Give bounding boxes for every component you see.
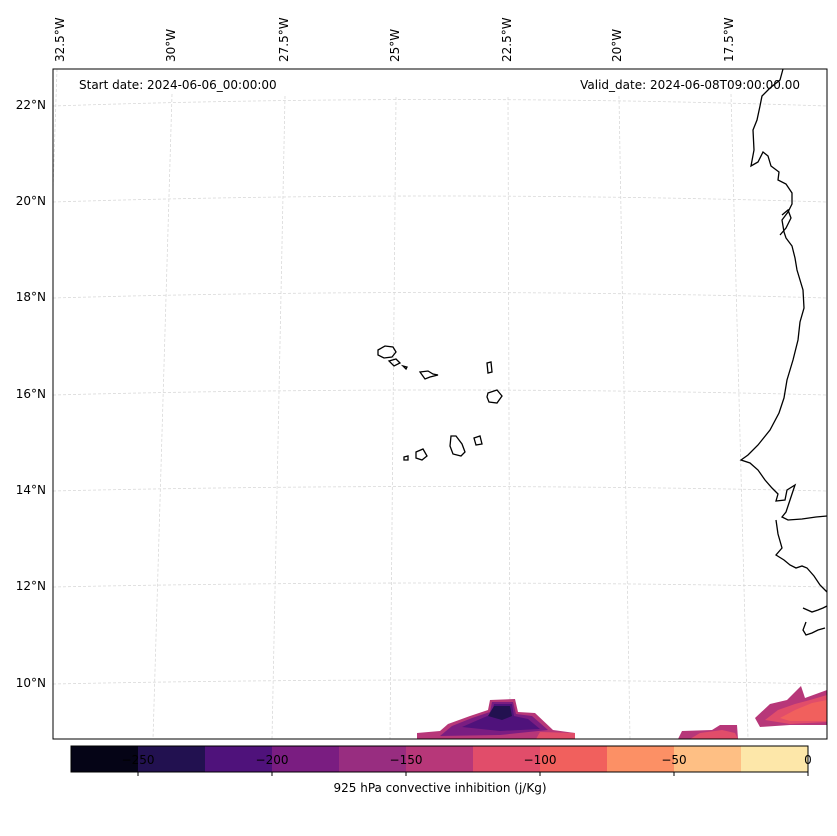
lat-label-14n: 14°N — [15, 483, 46, 497]
colorbar-bin-10 — [741, 746, 808, 772]
colorbar-bin-5 — [406, 746, 473, 772]
coastline-west-africa — [739, 68, 828, 521]
colorbar-bin-7 — [540, 746, 607, 772]
gridline-lat-20n — [52, 195, 828, 203]
gridline-lon-20w — [618, 95, 631, 740]
lat-label-18n: 18°N — [15, 290, 46, 304]
gridline-lat-16n — [52, 389, 828, 396]
gridline-lon-30w — [152, 93, 173, 740]
colorbar-tick-minus150: −150 — [389, 753, 423, 767]
island-santa-luzia — [400, 364, 408, 371]
coastlines — [377, 68, 828, 636]
colorbar-bin-1 — [138, 746, 205, 772]
colorbar-tick-minus100: −100 — [523, 753, 557, 767]
lat-label-20n: 20°N — [15, 194, 46, 208]
island-maio — [473, 435, 483, 446]
island-santiago — [449, 435, 466, 457]
colorbar-label: 925 hPa convective inhibition (j/Kg) — [333, 781, 547, 795]
gridline-lon-27-5w — [271, 95, 286, 740]
lon-label-32-5w: 32.5°W — [53, 17, 67, 62]
gridline-lon-25w — [389, 96, 397, 740]
colorbar-tick-minus250: −250 — [121, 753, 155, 767]
colorbar-tick-minus50: −50 — [661, 753, 687, 767]
lat-label-16n: 16°N — [15, 387, 46, 401]
cin-patch-center-edge — [536, 732, 575, 739]
cin-patch-corner-inner — [780, 700, 827, 721]
colorbar-bin-3 — [272, 746, 339, 772]
gridline-lat-10n — [52, 679, 828, 685]
colorbar-tick-minus200: −200 — [255, 753, 289, 767]
lon-label-27-5w: 27.5°W — [277, 17, 291, 62]
coastline-sierra — [802, 605, 828, 613]
colorbar-border — [70, 745, 809, 773]
coastline-liberia — [802, 621, 826, 636]
lon-label-30w: 30°W — [164, 28, 178, 62]
lat-label-12n: 12°N — [15, 579, 46, 593]
island-brava — [403, 455, 409, 461]
map-border — [52, 68, 828, 740]
valid-date-text: Valid_date: 2024-06-08T09:00:00.00 — [580, 78, 800, 92]
coastline-guinea — [775, 519, 828, 593]
lat-label-22n: 22°N — [15, 98, 46, 112]
colorbar-bin-4 — [339, 746, 406, 772]
lon-label-22-5w: 22.5°W — [500, 17, 514, 62]
island-sao-nicolau — [418, 370, 439, 380]
lon-label-20w: 20°W — [610, 28, 624, 62]
colorbar-bin-9 — [674, 746, 741, 772]
gridline-lat-22n — [52, 99, 828, 107]
colorbar-bin-6 — [473, 746, 540, 772]
cin-contours — [417, 686, 827, 739]
island-fogo — [415, 448, 428, 461]
lon-label-17-5w: 17.5°W — [722, 17, 736, 62]
cin-patch-east-inner — [690, 730, 738, 739]
island-boa-vista — [486, 389, 503, 404]
gridline-lat-12n — [52, 582, 828, 588]
island-sao-vicente — [387, 358, 402, 367]
coastline-mauritania-bay — [779, 208, 792, 236]
colorbar-bin-8 — [607, 746, 674, 772]
colorbar-tick-0: 0 — [804, 753, 812, 767]
graticule — [52, 68, 828, 740]
colorbar — [70, 745, 809, 776]
island-santo-antao — [377, 345, 397, 359]
gridline-lon-17-5w — [730, 93, 749, 740]
map-background — [53, 69, 827, 739]
lon-label-25w: 25°W — [388, 28, 402, 62]
island-sal — [486, 361, 493, 374]
colorbar-bin-2 — [205, 746, 272, 772]
cin-patch-center-core — [488, 706, 512, 720]
gridline-lon-22-5w — [507, 96, 511, 740]
start-date-text: Start date: 2024-06-06_00:00:00 — [79, 78, 277, 92]
gridline-lat-18n — [52, 292, 828, 299]
lat-label-10n: 10°N — [15, 676, 46, 690]
gridline-lon-32-5w — [52, 68, 58, 191]
gridline-lat-14n — [52, 486, 828, 492]
colorbar-bin-0 — [71, 746, 138, 772]
